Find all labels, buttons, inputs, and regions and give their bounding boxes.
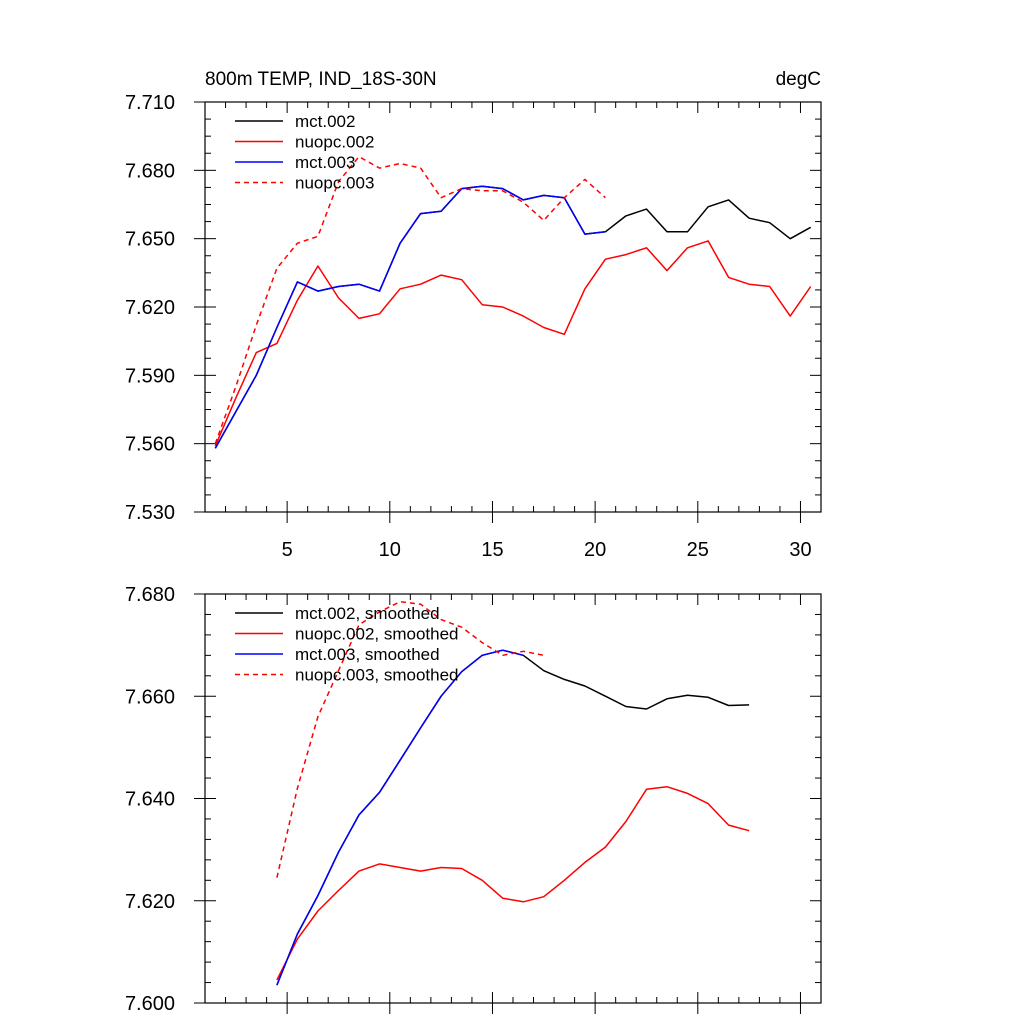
- y-tick-label: 7.650: [125, 229, 175, 251]
- top-chart-panel: 800m TEMP, IND_18S-30N degC 5 10 15 20 25 30 7…: [125, 69, 822, 561]
- legend-label: nuopc.002: [295, 133, 374, 152]
- y-tick-label: 7.680: [125, 160, 175, 182]
- bottom-chart-panel: 7.600 7.620 7.640 7.660 7.680 mct.002, smoot…: [125, 584, 822, 1015]
- y-tick-label: 7.620: [125, 297, 175, 319]
- chart-title: 800m TEMP, IND_18S-30N: [205, 69, 437, 90]
- x-tick-label: 10: [379, 539, 401, 561]
- legend-label: nuopc.003: [295, 174, 374, 193]
- top-chart-axes: 5 10 15 20 25 30 7.530 7.560 7.590 7.620 7.650 7.68…: [125, 92, 822, 561]
- series-line-mct-002: [214, 185, 812, 449]
- legend-label: mct.003: [295, 153, 355, 172]
- top-chart-series-group: [214, 155, 812, 449]
- legend-label: nuopc.002, smoothed: [295, 625, 459, 644]
- y-tick-label: 7.600: [125, 993, 175, 1015]
- y-tick-label: 7.590: [125, 365, 175, 387]
- series-line-mct-003: [214, 185, 606, 449]
- series-line-mct-002-smoothed: [276, 649, 750, 986]
- bottom-chart-axes: 7.600 7.620 7.640 7.660 7.680: [125, 584, 822, 1015]
- series-line-nuopc-003-smoothed: [276, 600, 544, 878]
- y-tick-label: 7.680: [125, 584, 175, 606]
- y-tick-label: 7.560: [125, 434, 175, 456]
- y-tick-label: 7.660: [125, 686, 175, 708]
- bottom-chart-legend: mct.002, smoothed nuopc.002, smoothedmct.…: [235, 604, 459, 685]
- legend-label: mct.003, smoothed: [295, 645, 440, 664]
- x-tick-label: 30: [789, 539, 811, 561]
- x-tick-label: 20: [584, 539, 606, 561]
- x-tick-label: 25: [687, 539, 709, 561]
- bottom-chart-series-group: [276, 600, 750, 986]
- series-line-nuopc-003: [214, 155, 606, 444]
- legend-label: mct.002, smoothed: [295, 604, 440, 623]
- x-tick-label: 5: [282, 539, 293, 561]
- series-line-nuopc-002: [214, 240, 812, 447]
- y-tick-label: 7.640: [125, 789, 175, 811]
- units-label: degC: [776, 69, 821, 90]
- series-line-mct-003-smoothed: [276, 649, 524, 986]
- legend-label: nuopc.003, smoothed: [295, 666, 459, 685]
- y-tick-label: 7.530: [125, 502, 175, 524]
- y-tick-label: 7.710: [125, 92, 175, 114]
- y-tick-label: 7.620: [125, 891, 175, 913]
- legend-label: mct.002: [295, 112, 355, 131]
- x-tick-label: 15: [481, 539, 503, 561]
- series-line-nuopc-002-smoothed: [276, 785, 750, 981]
